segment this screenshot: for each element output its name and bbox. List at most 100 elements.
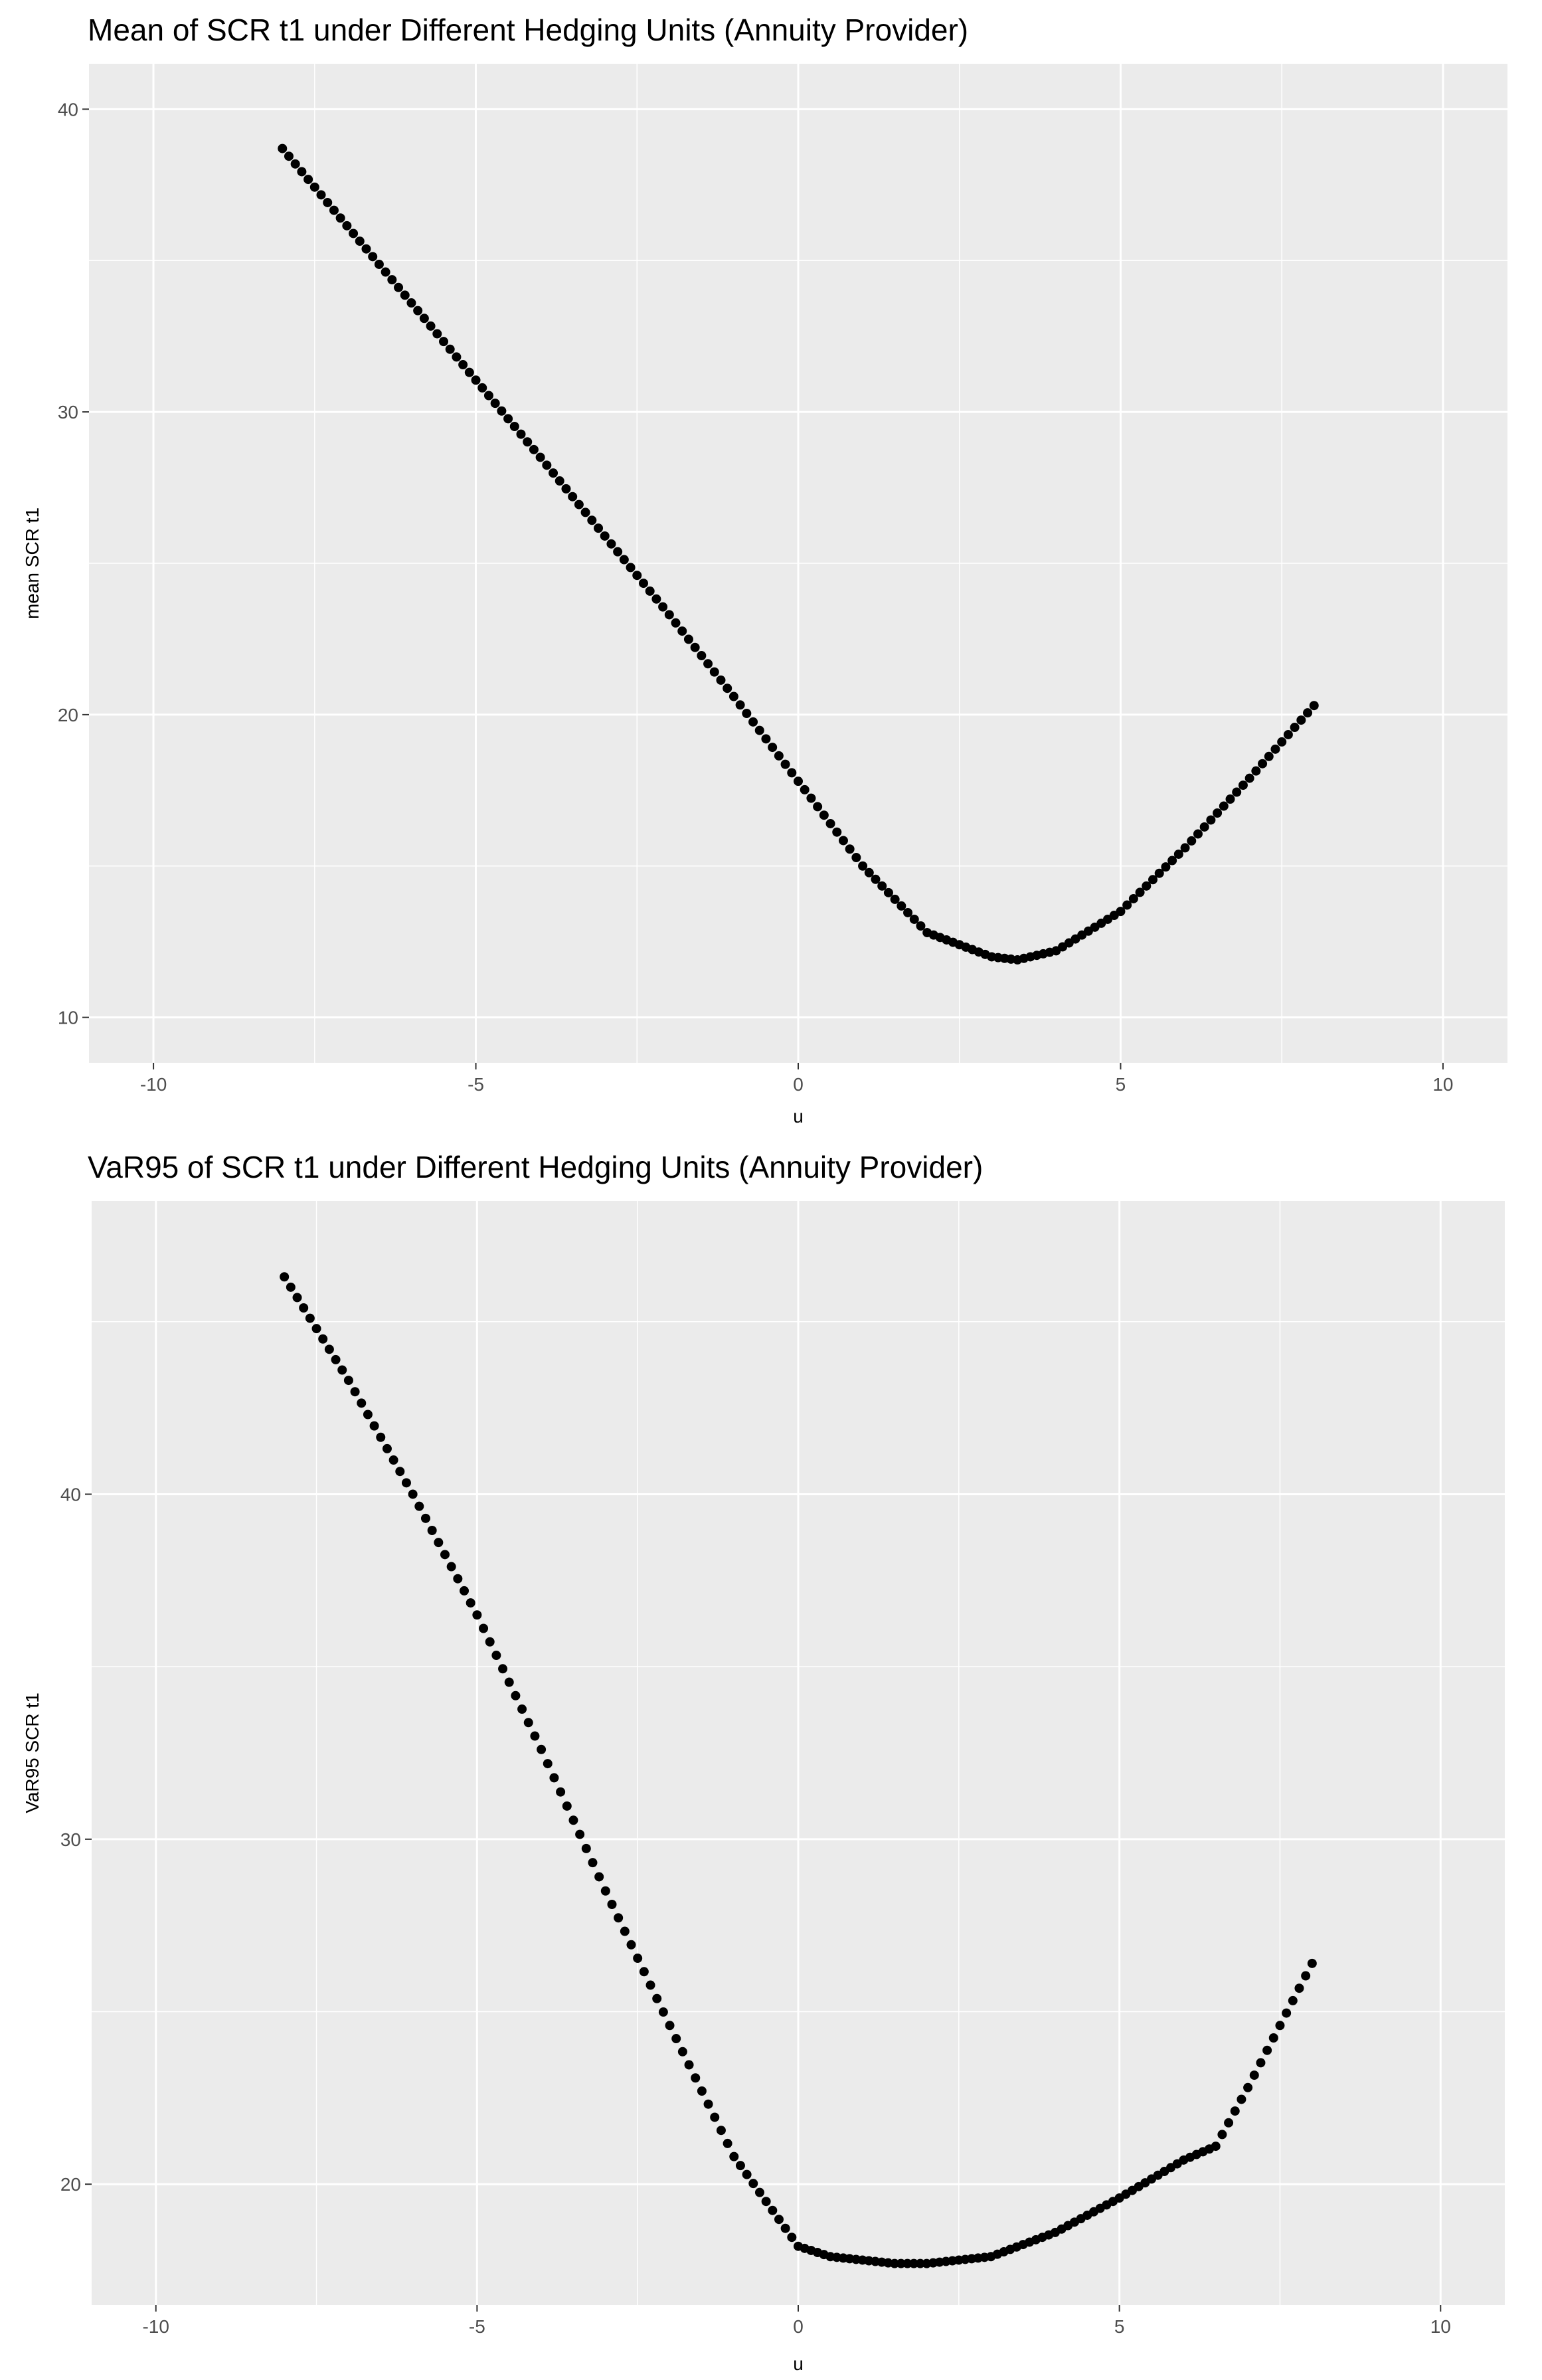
var95-data-point	[369, 1421, 379, 1431]
var95-data-point	[896, 2258, 906, 2268]
mean-x-tick-label: 5	[1116, 1074, 1126, 1095]
mean-data-point	[890, 894, 900, 904]
mean-data-point	[1148, 875, 1157, 885]
var95-data-point	[902, 2258, 912, 2268]
mean-data-point	[509, 422, 519, 431]
mean-data-point	[419, 314, 429, 323]
var95-data-point	[460, 1586, 470, 1596]
mean-data-point	[516, 429, 526, 439]
var95-data-point	[723, 2138, 732, 2148]
var95-data-point	[748, 2179, 758, 2189]
var95-data-point	[620, 1926, 630, 1936]
mean-data-point	[768, 743, 778, 753]
var95-data-point	[575, 1829, 585, 1839]
mean-data-point	[1213, 808, 1223, 818]
mean-data-point	[697, 651, 707, 661]
var95-data-point	[556, 1787, 566, 1797]
mean-data-point	[374, 259, 384, 269]
mean-data-point	[851, 853, 861, 862]
var95-y-tick-label: 40	[60, 1484, 81, 1505]
var95-data-point	[414, 1501, 424, 1511]
mean-data-point	[523, 437, 533, 447]
var95-data-point	[280, 1272, 290, 1282]
mean-y-tick-label: 40	[58, 99, 78, 120]
var95-data-point	[485, 1637, 495, 1647]
mean-data-point	[1116, 907, 1126, 917]
mean-data-point	[278, 143, 288, 153]
var95-data-point	[331, 1354, 341, 1364]
var95-data-point	[466, 1598, 475, 1608]
var95-data-point	[517, 1704, 527, 1714]
var95-x-axis-title: u	[793, 2353, 804, 2374]
mean-data-point	[406, 298, 416, 308]
var95-data-point	[735, 2161, 745, 2171]
mean-data-point	[309, 182, 319, 192]
mean-data-point	[368, 252, 378, 262]
mean-data-points	[278, 143, 1319, 965]
mean-data-point	[1309, 701, 1319, 711]
var95-data-point	[376, 1432, 386, 1442]
var95-data-point	[1268, 2033, 1278, 2043]
mean-gridlines	[89, 64, 1507, 1063]
mean-data-point	[1122, 900, 1132, 910]
mean-data-point	[458, 360, 468, 370]
mean-data-point	[813, 802, 823, 812]
mean-data-point	[606, 539, 616, 549]
var95-data-point	[549, 1773, 559, 1783]
var95-data-point	[401, 1478, 411, 1488]
var95-data-point	[607, 1900, 617, 1910]
mean-data-point	[387, 275, 397, 285]
mean-data-point	[1258, 759, 1268, 769]
mean-data-point	[1206, 815, 1216, 825]
var95-y-tick-label: 30	[60, 1829, 81, 1850]
var95-data-point	[716, 2126, 726, 2136]
mean-data-point	[1154, 868, 1164, 878]
mean-data-point	[1219, 801, 1229, 811]
mean-data-point	[619, 555, 629, 565]
var95-data-point	[537, 1744, 547, 1754]
mean-data-point	[1283, 729, 1293, 739]
mean-data-point	[323, 197, 333, 207]
mean-data-point	[284, 151, 294, 161]
var95-data-point	[658, 2007, 668, 2017]
var95-data-point	[446, 1562, 456, 1572]
mean-data-point	[748, 717, 758, 727]
mean-data-point	[677, 626, 687, 636]
mean-data-point	[445, 344, 455, 354]
mean-data-point	[658, 602, 668, 612]
var95-data-point	[588, 1858, 598, 1868]
var95-data-point	[324, 1344, 334, 1354]
mean-data-point	[774, 751, 784, 761]
mean-data-point	[452, 352, 462, 362]
var95-data-point	[614, 1913, 624, 1923]
mean-data-point	[671, 618, 681, 628]
var95-data-point	[1237, 2094, 1246, 2104]
var95-data-point	[543, 1759, 553, 1769]
mean-data-point	[1225, 794, 1235, 804]
mean-data-point	[754, 725, 764, 735]
mean-data-point	[645, 586, 655, 596]
mean-data-point	[477, 383, 487, 393]
mean-data-point	[361, 244, 371, 254]
mean-data-point	[864, 868, 874, 877]
mean-data-point	[1277, 737, 1287, 747]
mean-data-point	[690, 642, 700, 652]
var95-data-point	[1294, 1983, 1304, 1993]
mean-data-point	[329, 205, 339, 215]
mean-data-point	[832, 827, 842, 837]
mean-data-point	[1135, 887, 1145, 897]
mean-data-point	[916, 921, 926, 931]
mean-data-point	[1187, 836, 1197, 846]
var95-data-point	[523, 1718, 533, 1728]
mean-x-tick-label: -5	[468, 1074, 484, 1095]
var95-data-point	[292, 1293, 302, 1303]
var95-data-point	[703, 2099, 713, 2109]
var95-data-point	[388, 1455, 398, 1465]
var95-data-point	[427, 1526, 437, 1535]
var95-data-point	[530, 1731, 540, 1741]
mean-data-point	[1244, 773, 1254, 783]
var95-data-point	[639, 1967, 649, 1977]
mean-data-point	[542, 460, 552, 470]
var95-data-point	[1288, 1995, 1298, 2005]
var95-data-point	[671, 2034, 681, 2044]
